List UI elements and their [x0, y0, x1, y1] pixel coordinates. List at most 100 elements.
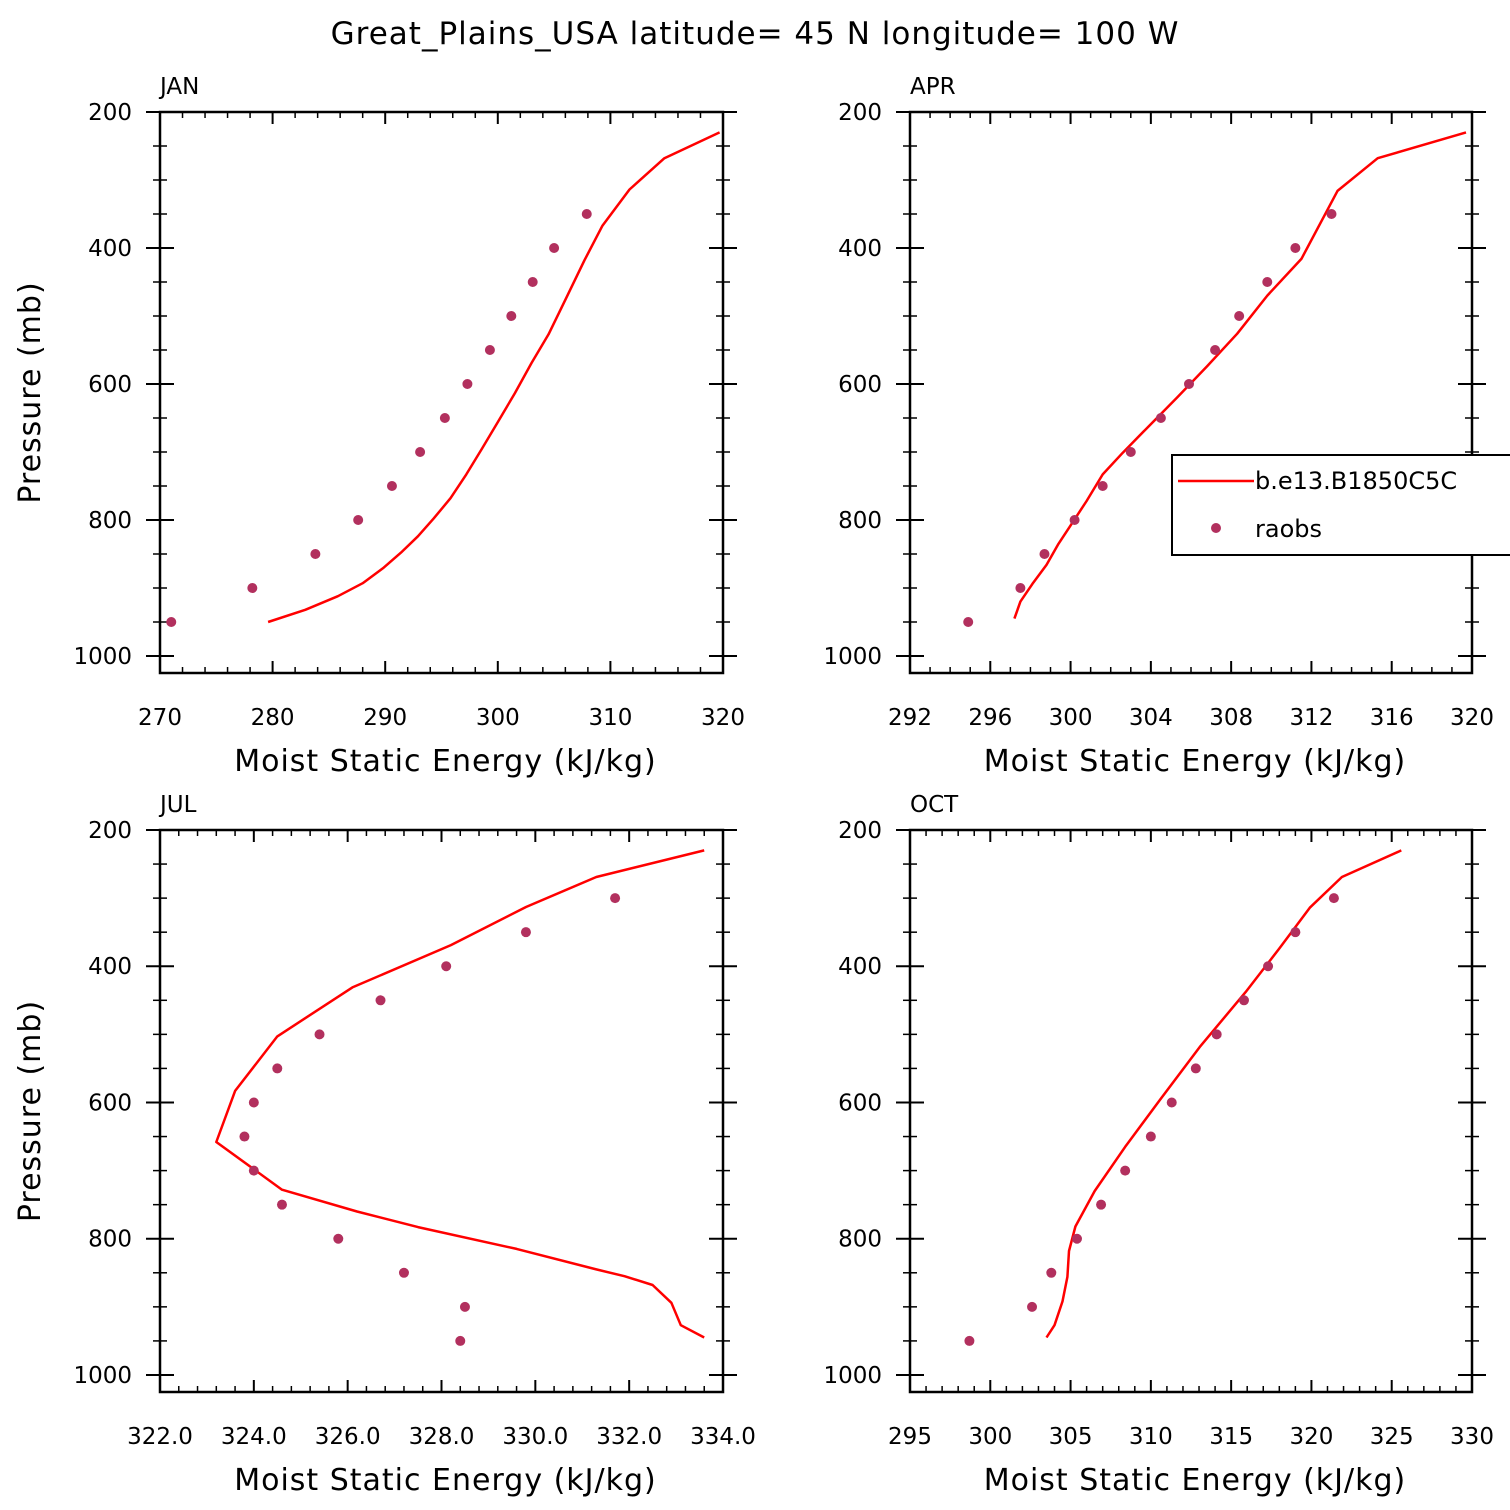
x-axis-label: Moist Static Energy (kJ/kg) — [984, 1463, 1407, 1498]
y-tick-label: 200 — [88, 100, 132, 126]
y-tick-label: 600 — [88, 372, 132, 398]
raobs-point — [441, 961, 452, 972]
model-profile-line — [267, 131, 721, 624]
x-tick-label: 330 — [1450, 1424, 1494, 1450]
raobs-point — [1183, 379, 1194, 389]
y-tick-label: 800 — [838, 1227, 882, 1253]
raobs-point — [459, 1301, 470, 1312]
raobs-point — [1145, 1131, 1156, 1142]
raobs-point — [398, 1267, 409, 1278]
x-tick-label: 300 — [1049, 705, 1093, 731]
x-tick-label: 326.0 — [315, 1424, 381, 1450]
raobs-point — [1210, 345, 1221, 355]
raobs-point — [1039, 549, 1050, 559]
x-tick-label: 300 — [968, 1424, 1012, 1450]
legend-box — [1171, 454, 1510, 556]
raobs-point — [415, 447, 426, 457]
x-tick-label: 295 — [888, 1424, 932, 1450]
y-axis-label: Pressure (mb) — [13, 1000, 48, 1222]
panel-title: JAN — [158, 74, 199, 100]
raobs-point — [439, 413, 450, 423]
raobs-point — [484, 345, 495, 355]
x-tick-label: 325 — [1370, 1424, 1414, 1450]
x-tick-label: 320 — [1289, 1424, 1333, 1450]
x-tick-label: 300 — [476, 705, 520, 731]
x-tick-label: 310 — [1129, 1424, 1173, 1450]
x-tick-label: 334.0 — [690, 1424, 756, 1450]
panels-group: JAN 270 280 290 300 310 320 200 400 600 800 1000 Moi… — [13, 74, 1510, 1498]
raobs-point — [963, 617, 974, 627]
figure-title: Great_Plains_USA latitude= 45 N longitud… — [331, 16, 1180, 52]
x-tick-label: 308 — [1209, 705, 1253, 731]
raobs-point — [1069, 515, 1080, 525]
y-tick-label: 400 — [88, 236, 132, 262]
raobs-point — [520, 927, 531, 938]
raobs-point — [314, 1029, 325, 1040]
plot-frame — [158, 110, 725, 675]
raobs-point — [610, 893, 621, 904]
raobs-point — [272, 1063, 283, 1074]
x-tick-label: 315 — [1209, 1424, 1253, 1450]
panel-title: JUL — [158, 792, 197, 818]
x-tick-label: 322.0 — [127, 1424, 193, 1450]
plot-frame — [158, 828, 725, 1394]
raobs-point — [1190, 1063, 1201, 1074]
raobs-point — [462, 379, 473, 389]
x-tick-label: 316 — [1370, 705, 1414, 731]
plot-frame — [908, 828, 1474, 1394]
y-tick-label: 600 — [88, 1090, 132, 1116]
x-tick-label: 328.0 — [409, 1424, 475, 1450]
panel-jan: JAN 270 280 290 300 310 320 200 400 600 800 1000 Moi… — [13, 74, 745, 779]
x-tick-label: 270 — [138, 705, 182, 731]
panel-title: OCT — [910, 792, 959, 818]
x-tick-label: 310 — [588, 705, 632, 731]
x-tick-label: 296 — [968, 705, 1012, 731]
y-tick-label: 600 — [838, 372, 882, 398]
raobs-point — [1328, 893, 1339, 904]
x-tick-label: 292 — [888, 705, 932, 731]
y-tick-label: 400 — [838, 954, 882, 980]
raobs-point — [1263, 961, 1274, 972]
raobs-point — [1120, 1165, 1131, 1176]
raobs-point — [455, 1335, 466, 1346]
model-profile-line — [1045, 849, 1402, 1339]
y-tick-label: 200 — [838, 818, 882, 844]
raobs-point — [276, 1199, 287, 1210]
x-tick-label: 305 — [1049, 1424, 1093, 1450]
panel-title: APR — [910, 74, 956, 100]
raobs-point — [1125, 447, 1136, 457]
legend: b.e13.B1850C5C raobs — [1171, 454, 1510, 556]
raobs-point — [1155, 413, 1166, 423]
model-profile-line — [215, 849, 705, 1339]
y-tick-label: 800 — [88, 508, 132, 534]
raobs-point — [1290, 927, 1301, 938]
y-tick-label: 200 — [88, 818, 132, 844]
y-tick-label: 600 — [838, 1090, 882, 1116]
raobs-point — [1326, 209, 1337, 219]
plot-frame — [908, 110, 1474, 675]
x-tick-label: 280 — [251, 705, 295, 731]
raobs-point — [353, 515, 364, 525]
raobs-point — [1166, 1097, 1177, 1108]
raobs-point — [1015, 583, 1026, 593]
raobs-point — [386, 481, 397, 491]
raobs-point — [1234, 311, 1245, 321]
raobs-point — [248, 1165, 259, 1176]
legend-entry-model: b.e13.B1850C5C — [1255, 467, 1457, 495]
legend-marker-swatch — [1211, 523, 1221, 533]
raobs-point — [248, 1097, 259, 1108]
panel-oct: OCT 295 300 305 310 315 320 325 330 200 400 600 800 1… — [823, 792, 1494, 1498]
y-tick-label: 800 — [838, 508, 882, 534]
raobs-point — [1046, 1267, 1057, 1278]
x-tick-label: 332.0 — [596, 1424, 662, 1450]
raobs-point — [247, 583, 258, 593]
x-tick-label: 320 — [701, 705, 745, 731]
raobs-point — [1027, 1301, 1038, 1312]
y-tick-label: 1000 — [823, 1363, 882, 1389]
y-tick-label: 800 — [88, 1227, 132, 1253]
raobs-point — [527, 277, 538, 287]
y-tick-label: 200 — [838, 100, 882, 126]
raobs-point — [549, 243, 560, 253]
raobs-point — [375, 995, 386, 1006]
